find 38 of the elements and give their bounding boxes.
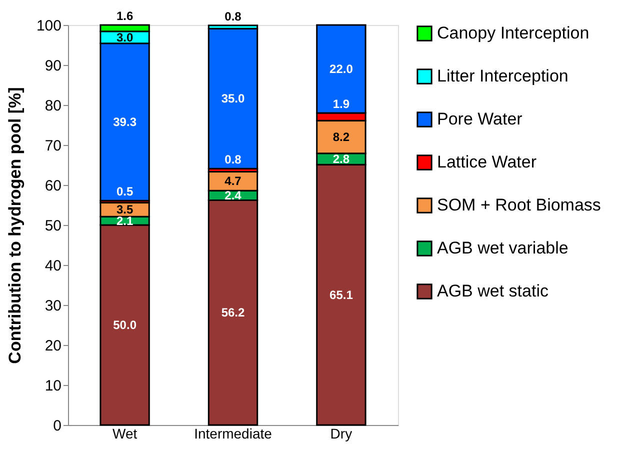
legend-label: Lattice Water — [437, 152, 537, 172]
data-label: 22.0 — [330, 62, 354, 76]
data-label: 0.5 — [116, 184, 134, 199]
data-label: 0.8 — [224, 9, 242, 24]
y-tick-label: 60 — [44, 178, 62, 194]
x-tick-label: Wet — [112, 426, 138, 442]
y-tick-label: 10 — [44, 378, 62, 394]
data-label: 2.8 — [332, 152, 350, 166]
y-tick-label: 40 — [44, 258, 62, 274]
data-label: 50.0 — [113, 318, 137, 332]
x-tick-label: Intermediate — [194, 426, 272, 442]
x-tick-label: Dry — [330, 426, 352, 442]
data-label: 0.8 — [224, 152, 242, 167]
legend-label: Pore Water — [437, 110, 523, 128]
data-label: 39.3 — [113, 115, 137, 129]
data-label: 56.2 — [221, 306, 245, 320]
legend-label: AGB wet static — [437, 282, 549, 300]
data-label: 3.0 — [116, 30, 134, 44]
y-tick-label: 30 — [44, 298, 62, 314]
y-tick-label: 50 — [44, 218, 62, 234]
data-label: 4.7 — [224, 174, 242, 188]
data-label: 8.2 — [332, 130, 350, 144]
y-tick-label: 100 — [36, 18, 62, 34]
legend-label: Canopy Interception — [437, 24, 590, 42]
legend-label: AGB wet variable — [437, 238, 568, 258]
data-label: 35.0 — [221, 92, 245, 106]
y-tick-label: 80 — [44, 98, 62, 114]
y-tick-label: 90 — [44, 58, 62, 74]
legend-label: SOM + Root Biomass — [437, 196, 601, 214]
y-axis-title: Contribution to hydrogen pool [%] — [5, 87, 24, 364]
legend-label: Litter Interception — [437, 66, 568, 86]
data-label: 1.6 — [116, 9, 134, 23]
y-tick-label: 70 — [44, 138, 62, 154]
data-label: 65.1 — [330, 288, 354, 302]
data-label: 2.4 — [224, 188, 242, 202]
y-tick-label: 0 — [53, 418, 62, 434]
y-tick-label: 20 — [44, 338, 62, 354]
data-label: 1.9 — [332, 97, 350, 111]
